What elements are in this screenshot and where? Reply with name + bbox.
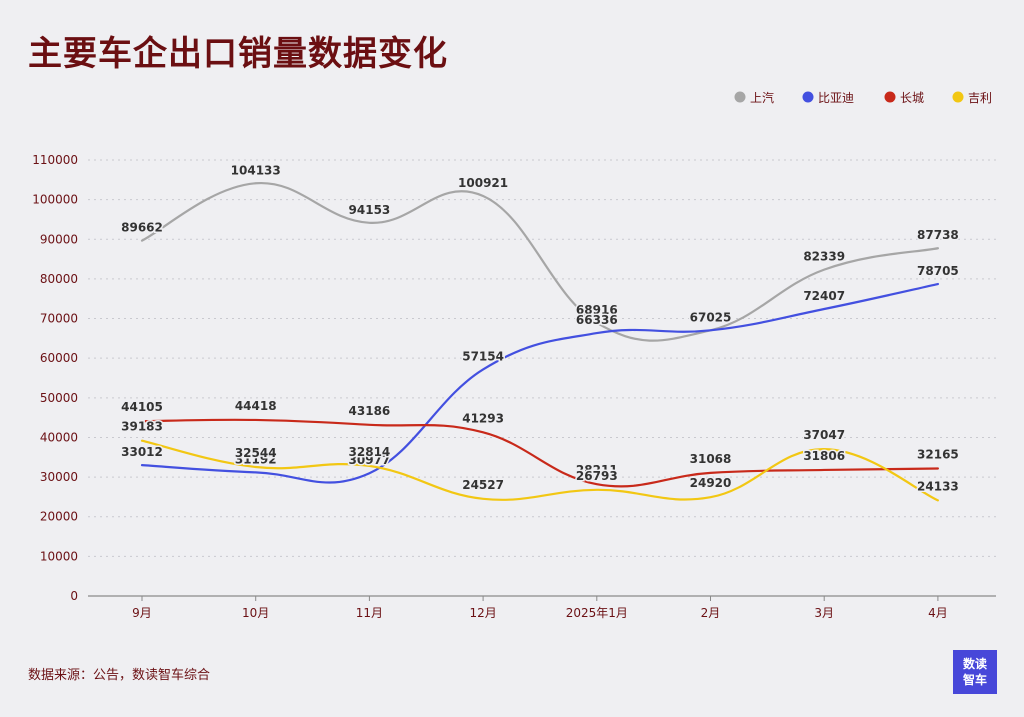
data-label: 32165 [917, 448, 959, 462]
data-label: 89662 [121, 221, 163, 235]
y-tick-label: 30000 [40, 470, 78, 484]
legend-label: 比亚迪 [818, 91, 854, 105]
data-label: 82339 [803, 250, 845, 264]
data-label: 104133 [231, 163, 281, 177]
data-label: 67025 [690, 310, 732, 324]
data-label: 100921 [458, 176, 508, 190]
data-label: 39183 [121, 420, 163, 434]
grid-lines [88, 159, 996, 557]
data-label: 31806 [803, 449, 845, 463]
data-label: 24133 [917, 479, 959, 493]
data-label: 78705 [917, 264, 959, 278]
series-line-上汽 [140, 182, 939, 342]
y-tick-label: 10000 [40, 549, 78, 563]
data-label: 32544 [235, 446, 277, 460]
data-label: 67025 [690, 310, 732, 324]
data-label: 66336 [576, 313, 618, 327]
data-label: 41293 [462, 411, 504, 425]
legend-marker [734, 91, 746, 103]
data-label: 28211 [576, 463, 618, 477]
legend-marker [952, 91, 964, 103]
y-tick-label: 60000 [40, 351, 78, 365]
data-label: 68916 [576, 303, 618, 317]
legend-label: 吉利 [968, 91, 992, 105]
x-tick-label: 2月 [701, 606, 721, 620]
x-tick-label: 3月 [814, 606, 834, 620]
y-tick-label: 50000 [40, 391, 78, 405]
data-label: 32814 [349, 445, 391, 459]
y-tick-label: 90000 [40, 232, 78, 246]
data-label: 72407 [803, 289, 845, 303]
data-label: 26793 [576, 469, 618, 483]
x-tick-label: 12月 [469, 606, 496, 620]
data-labels: 89662 104133 94153 100921 68916 67025 82339 877… [120, 162, 961, 495]
x-tick-label: 9月 [132, 606, 152, 620]
x-tick-label: 4月 [928, 606, 948, 620]
data-label: 31192 [235, 452, 277, 466]
legend-marker [802, 91, 814, 103]
legend: 上汽 比亚迪 长城 吉利 [734, 90, 992, 105]
data-label: 37047 [803, 428, 845, 442]
x-tick-label: 10月 [242, 606, 269, 620]
data-label: 30977 [349, 453, 391, 467]
data-label: 24527 [462, 478, 504, 492]
data-label: 57154 [462, 349, 504, 363]
y-tick-label: 80000 [40, 272, 78, 286]
data-label: 31068 [690, 452, 732, 466]
legend-marker [884, 91, 896, 103]
y-tick-label: 100000 [32, 193, 78, 207]
data-label: 44418 [235, 399, 277, 413]
x-tick-label: 11月 [356, 606, 383, 620]
series-line-长城 [140, 418, 939, 488]
data-label: 94153 [349, 203, 391, 217]
legend-label: 上汽 [750, 90, 774, 105]
logo-text-line1: 数读 [962, 657, 987, 671]
data-label: 44105 [121, 400, 163, 414]
data-label: 43186 [349, 404, 391, 418]
y-tick-label: 70000 [40, 312, 78, 326]
logo-text-line2: 智车 [962, 673, 987, 687]
y-tick-label: 20000 [40, 510, 78, 524]
y-tick-label: 40000 [40, 430, 78, 444]
chart-title: 主要车企出口销量数据变化 [28, 34, 448, 74]
data-label: 87738 [917, 228, 959, 242]
legend-label: 长城 [900, 91, 924, 105]
y-tick-label: 110000 [32, 153, 78, 167]
series-line-比亚迪 [140, 282, 939, 484]
brand-logo: 数读 智车 [953, 650, 997, 694]
data-label: 33012 [121, 445, 163, 459]
y-tick-label: 0 [70, 589, 78, 603]
data-source-note: 数据来源：公告，数读智车综合 [28, 668, 211, 683]
data-label: 24920 [690, 476, 732, 490]
axes: 0 10000 20000 30000 40000 50000 60000 70000 8000… [32, 153, 996, 620]
x-tick-label: 2025年1月 [566, 606, 628, 620]
series-line-吉利 [140, 439, 939, 502]
series-lines [140, 182, 939, 502]
